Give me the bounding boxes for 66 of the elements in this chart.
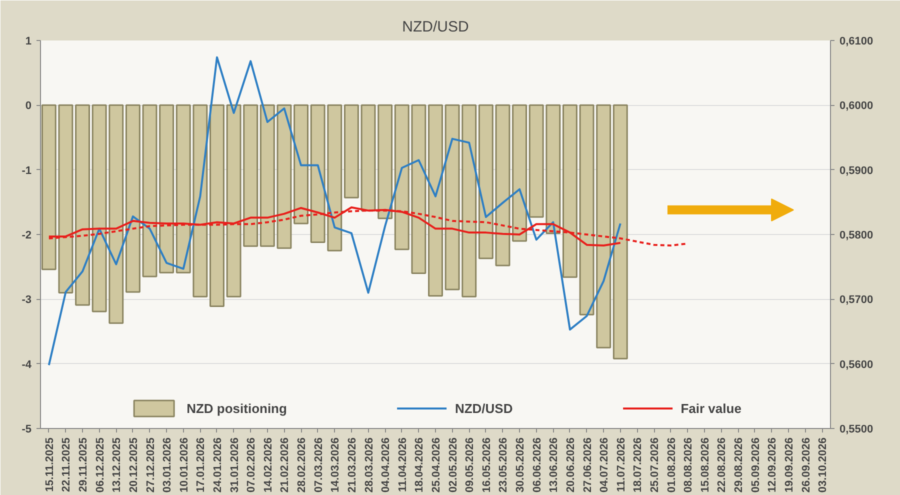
- y2-tick-label: 0,5600: [840, 358, 874, 371]
- x-tick-label: 19.09.2026: [783, 437, 796, 493]
- x-tick-label: 17.01.2026: [195, 437, 208, 493]
- x-tick-label: 31.01.2026: [228, 437, 241, 493]
- x-tick-label: 20.12.2025: [128, 437, 140, 493]
- x-tick-label: 29.11.2025: [78, 437, 90, 492]
- x-tick-label: 11.07.2026: [615, 437, 628, 492]
- x-tick-label: 09.05.2026: [464, 437, 476, 493]
- y-tick-label: -3: [22, 294, 32, 306]
- x-tick-label: 13.12.2025: [111, 437, 124, 493]
- x-tick-label: 27.12.2025: [144, 437, 157, 493]
- x-tick-label: 14.03.2026: [330, 437, 342, 493]
- x-tick-label: 13.06.2026: [548, 437, 560, 493]
- x-tick-label: 07.03.2026: [312, 437, 325, 493]
- x-tick-label: 07.02.2026: [246, 437, 258, 493]
- y-tick-label: -5: [22, 424, 32, 436]
- x-tick-label: 12.09.2026: [766, 437, 779, 493]
- x-tick-label: 25.07.2026: [649, 437, 662, 493]
- x-tick-label: 15.11.2025: [44, 437, 56, 492]
- x-tick-label: 11.04.2026: [396, 437, 409, 492]
- x-tick-label: 02.05.2026: [447, 437, 460, 493]
- x-tick-label: 08.08.2026: [682, 437, 695, 493]
- x-tick-label: 27.06.2026: [582, 437, 594, 493]
- x-tick-label: 04.04.2026: [380, 437, 392, 493]
- y2-tick-label: 0,5700: [840, 294, 874, 306]
- x-tick-label: 06.12.2025: [94, 437, 106, 493]
- x-tick-label: 28.03.2026: [363, 437, 376, 493]
- x-tick-label: 29.08.2026: [733, 437, 746, 493]
- x-tick-label: 24.01.2026: [212, 437, 224, 493]
- legend-label: NZD/USD: [454, 400, 513, 416]
- x-tick-label: 14.02.2026: [262, 437, 274, 493]
- x-tick-label: 28.02.2026: [296, 437, 308, 493]
- legend-label: Fair value: [680, 400, 742, 416]
- y2-tick-label: 0,5800: [840, 230, 874, 242]
- y-tick-label: -2: [22, 230, 32, 242]
- x-tick-label: 15.08.2026: [699, 437, 712, 493]
- x-tick-label: 16.05.2026: [480, 437, 493, 493]
- y-tick-label: -1: [22, 164, 32, 177]
- x-tick-label: 03.01.2026: [162, 437, 174, 493]
- x-tick-label: 10.01.2026: [178, 437, 190, 493]
- legend-label: NZD positioning: [186, 400, 287, 416]
- y2-tick-label: 0,6100: [840, 36, 874, 48]
- y-tick-label: 1: [25, 36, 32, 48]
- y-tick-label: 0: [25, 100, 32, 112]
- x-tick-label: 21.02.2026: [279, 437, 292, 493]
- x-tick-label: 20.06.2026: [564, 437, 577, 493]
- x-tick-label: 03.10.2026: [817, 437, 830, 493]
- x-tick-label: 05.09.2026: [750, 437, 762, 493]
- x-tick-label: 01.08.2026: [666, 437, 678, 493]
- x-tick-label: 26.09.2026: [800, 437, 812, 493]
- x-tick-label: 06.06.2026: [531, 437, 544, 493]
- y2-tick-label: 0,6000: [840, 100, 874, 112]
- chart-title: NZD/USD: [402, 18, 469, 36]
- y-tick-label: -4: [22, 358, 32, 371]
- y2-tick-label: 0,5900: [840, 164, 874, 177]
- x-tick-label: 25.04.2026: [430, 437, 442, 493]
- x-tick-label: 18.04.2026: [414, 437, 426, 493]
- line-series: [48, 56, 622, 366]
- y2-tick-label: 0,5500: [840, 424, 874, 436]
- x-tick-label: 04.07.2026: [598, 437, 611, 493]
- x-tick-label: 22.11.2025: [60, 437, 73, 492]
- x-tick-label: 30.05.2026: [514, 437, 527, 493]
- x-tick-label: 22.08.2026: [716, 437, 728, 493]
- x-tick-label: 18.07.2026: [632, 437, 644, 493]
- x-tick-label: 23.05.2026: [498, 437, 510, 493]
- x-tick-label: 21.03.2026: [346, 437, 358, 493]
